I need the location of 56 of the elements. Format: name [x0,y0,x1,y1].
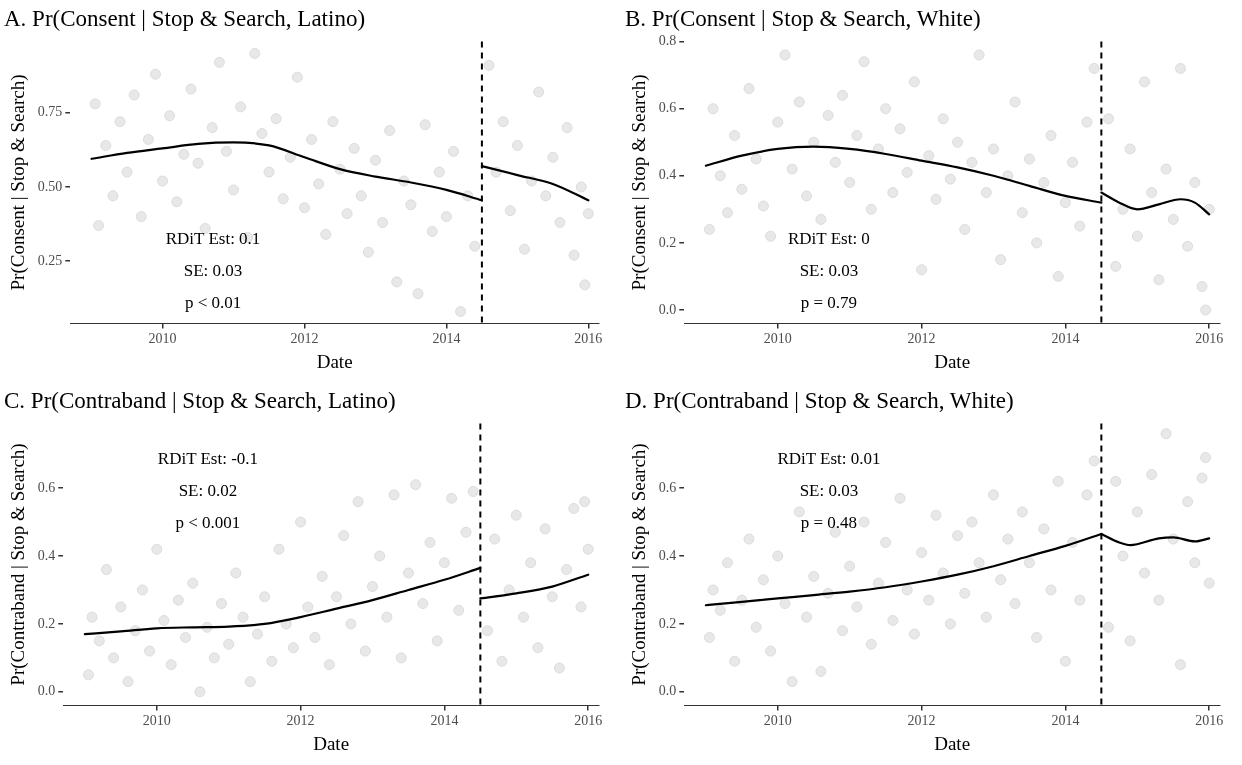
y-tick-label: 0.2 [37,615,56,631]
x-tick-label: 2010 [142,713,171,729]
y-tick-label: 0.6 [658,100,677,116]
x-tick-label: 2016 [574,331,603,347]
chart-title: A. Pr(Consent | Stop & Search, Latino) [4,5,366,31]
x-tick-label: 2012 [286,713,315,729]
x-axis-title: Date [934,350,971,372]
y-axis-title: Pr(Contraband | Stop & Search) [7,443,30,686]
y-tick-label: 0.0 [658,683,677,699]
y-axis-title: Pr(Contraband | Stop & Search) [628,443,651,686]
chart-title: D. Pr(Contraband | Stop & Search, White) [625,387,1014,413]
annotation: RDiT Est: 0 [788,228,870,248]
x-tick-label: 2016 [574,713,603,729]
x-tick-label: 2012 [290,331,319,347]
y-tick-label: 0.0 [658,301,677,317]
annotation: RDiT Est: 0.1 [165,228,261,248]
y-tick-label: 0.6 [37,479,56,495]
x-tick-label: 2014 [432,331,461,347]
annotation: SE: 0.03 [799,481,859,501]
x-tick-label: 2010 [763,713,792,729]
annotation: SE: 0.03 [799,260,859,280]
x-axis-title: Date [313,732,350,754]
annotation: p = 0.79 [800,292,858,312]
annotation: SE: 0.02 [178,481,238,501]
x-tick-label: 2016 [1195,713,1224,729]
y-axis-title: Pr(Consent | Stop & Search) [628,74,651,291]
y-tick-label: 0.0 [37,683,56,699]
x-tick-label: 2014 [1051,331,1080,347]
x-tick-label: 2014 [430,713,459,729]
annotation: p = 0.48 [800,513,858,533]
x-tick-label: 2012 [907,713,936,729]
y-axis-title: Pr(Consent | Stop & Search) [7,74,30,291]
annotation: RDiT Est: -0.1 [157,449,259,469]
x-axis-title: Date [934,732,971,754]
annotation: RDiT Est: 0.01 [777,449,881,469]
y-tick-label: 0.2 [658,615,677,631]
y-tick-label: 0.6 [658,479,677,495]
x-tick-label: 2012 [907,331,936,347]
x-axis-title: Date [316,350,353,372]
chart-title: C. Pr(Contraband | Stop & Search, Latino) [4,387,396,413]
y-tick-label: 0.4 [658,167,677,183]
chart-title: B. Pr(Consent | Stop & Search, White) [625,5,981,31]
y-tick-label: 0.50 [37,178,63,194]
annotation: p < 0.001 [175,513,241,533]
x-tick-label: 2010 [148,331,177,347]
y-tick-label: 0.75 [37,104,63,120]
annotation: p < 0.01 [184,292,242,312]
x-tick-label: 2016 [1195,331,1224,347]
x-tick-label: 2014 [1051,713,1080,729]
y-tick-label: 0.4 [37,547,56,563]
y-tick-label: 0.8 [658,33,677,49]
y-tick-label: 0.4 [658,547,677,563]
y-tick-label: 0.25 [37,252,63,268]
annotation: SE: 0.03 [183,260,243,280]
x-tick-label: 2010 [763,331,792,347]
y-tick-label: 0.2 [658,234,677,250]
